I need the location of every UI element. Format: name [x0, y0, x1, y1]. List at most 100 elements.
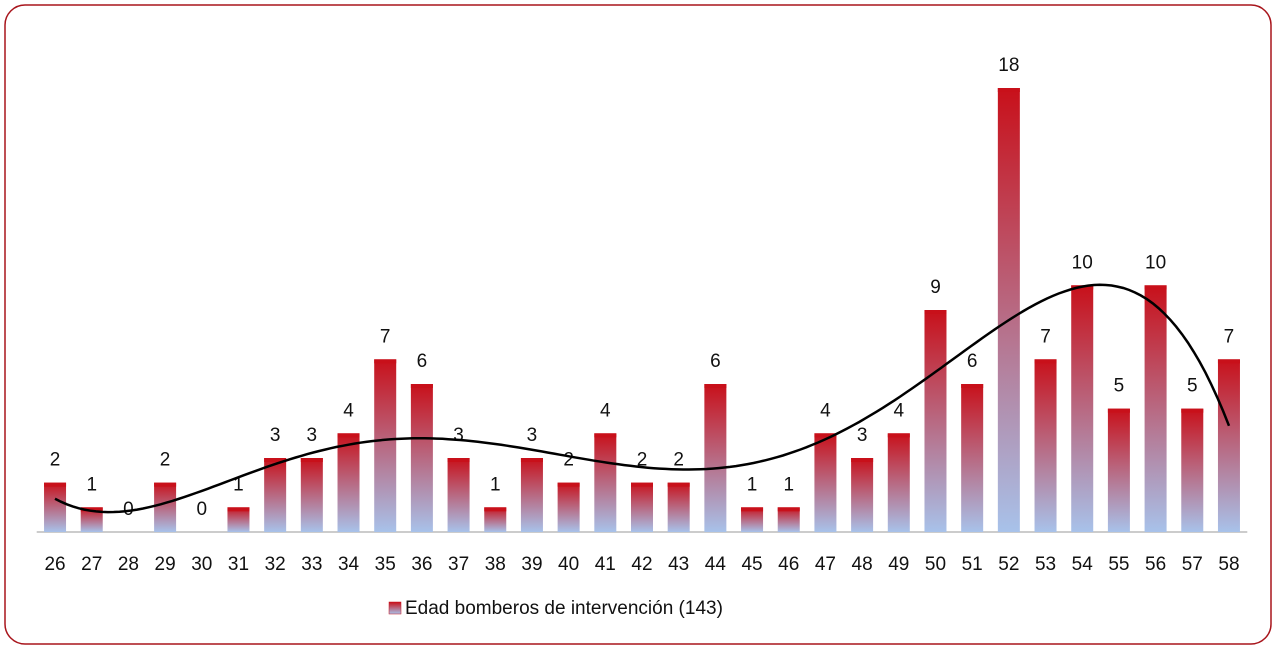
bar	[814, 433, 837, 532]
bar	[851, 458, 874, 532]
bar	[1144, 285, 1167, 532]
data-label: 2	[563, 450, 574, 471]
data-label: 7	[1224, 326, 1235, 347]
bar	[1181, 408, 1204, 532]
data-label: 5	[1114, 376, 1125, 397]
bar-cap	[44, 482, 67, 487]
bar	[520, 458, 543, 532]
legend-label: Edad bomberos de intervención (143)	[405, 598, 723, 619]
bar	[300, 458, 323, 532]
bar	[1217, 359, 1240, 532]
data-label: 3	[307, 425, 318, 446]
bar-cap	[264, 458, 287, 462]
bar-cap	[337, 433, 360, 438]
x-tick-label: 27	[81, 554, 102, 575]
bar	[631, 482, 653, 532]
data-label: 6	[967, 351, 978, 372]
bar	[961, 384, 984, 532]
x-tick-label: 34	[338, 554, 360, 575]
data-label: 4	[343, 400, 354, 421]
data-label: 4	[894, 400, 905, 421]
bar	[777, 507, 800, 532]
data-label: 6	[417, 351, 428, 372]
bar-cap	[961, 384, 984, 388]
data-label: 9	[930, 277, 941, 298]
bar	[1034, 359, 1057, 532]
bar-cap	[447, 458, 470, 462]
bar-cap	[631, 482, 653, 487]
x-tick-label: 33	[301, 554, 322, 575]
bar-cap	[887, 433, 910, 438]
x-tick-label: 40	[558, 554, 579, 575]
x-tick-label: 46	[778, 554, 799, 575]
bar	[410, 384, 433, 532]
bar-cap	[410, 384, 433, 388]
bar-cap	[80, 507, 103, 512]
bar-cap	[154, 482, 177, 487]
bar	[80, 507, 103, 532]
data-label: 2	[50, 450, 61, 471]
bar	[704, 384, 727, 532]
x-tick-label: 54	[1072, 554, 1094, 575]
x-tick-label: 26	[44, 554, 65, 575]
data-label: 2	[637, 450, 648, 471]
bar	[1107, 408, 1130, 532]
x-tick-label: 58	[1218, 554, 1239, 575]
x-tick-label: 36	[411, 554, 432, 575]
x-tick-label: 44	[705, 554, 727, 575]
bar	[374, 359, 397, 532]
bar-cap	[1107, 408, 1130, 413]
data-label: 1	[747, 474, 758, 495]
bar-cap	[667, 482, 690, 487]
bar-cap	[520, 458, 543, 462]
data-label: 10	[1072, 252, 1093, 273]
bar-cap	[924, 310, 947, 314]
x-tick-label: 51	[962, 554, 983, 575]
x-tick-label: 30	[191, 554, 212, 575]
bar-cap	[1034, 359, 1057, 364]
data-label: 7	[380, 326, 391, 347]
bar-cap	[374, 359, 397, 364]
x-tick-label: 42	[631, 554, 652, 575]
bar	[337, 433, 360, 532]
x-tick-label: 41	[595, 554, 616, 575]
x-tick-label: 48	[852, 554, 873, 575]
x-tick-label: 52	[998, 554, 1019, 575]
bar	[557, 482, 580, 532]
data-label: 4	[820, 400, 831, 421]
x-tick-label: 37	[448, 554, 469, 575]
data-label: 3	[857, 425, 868, 446]
bar	[887, 433, 910, 532]
data-label: 0	[196, 499, 207, 520]
x-tick-label: 32	[265, 554, 286, 575]
data-label: 6	[710, 351, 721, 372]
x-tick-label: 49	[888, 554, 909, 575]
x-tick-label: 35	[375, 554, 396, 575]
x-tick-label: 45	[741, 554, 762, 575]
bar-cap	[851, 458, 874, 462]
x-tick-label: 47	[815, 554, 836, 575]
bar	[264, 458, 287, 532]
x-tick-label: 29	[155, 554, 176, 575]
bar	[741, 507, 764, 532]
x-tick-label: 50	[925, 554, 946, 575]
data-label: 10	[1145, 252, 1166, 273]
bar	[447, 458, 470, 532]
bar	[227, 507, 250, 532]
bar-cap	[484, 507, 507, 512]
data-label: 2	[673, 450, 684, 471]
bar-cap	[777, 507, 800, 512]
trendline	[54, 283, 1231, 514]
bar-cap	[1144, 285, 1167, 290]
data-label: 3	[453, 425, 464, 446]
data-label: 0	[123, 499, 134, 520]
legend-swatch	[388, 601, 402, 615]
bar-cap	[997, 88, 1020, 92]
bar	[594, 433, 617, 532]
data-label: 1	[490, 474, 501, 495]
bar	[1071, 285, 1094, 532]
x-tick-label: 28	[118, 554, 139, 575]
x-tick-label: 38	[485, 554, 506, 575]
bar	[997, 88, 1020, 532]
